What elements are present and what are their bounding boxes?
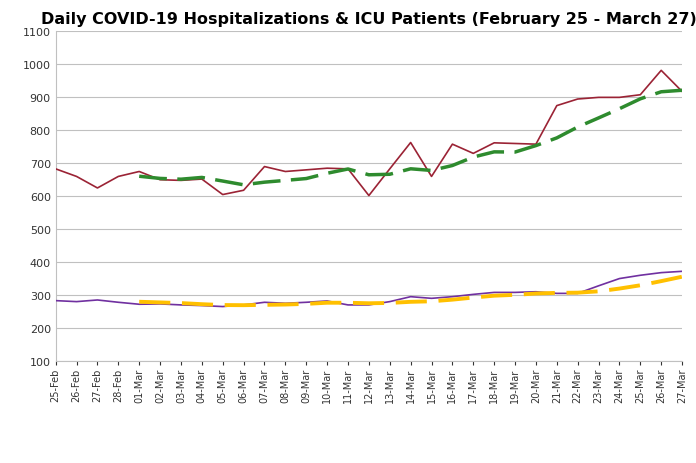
Title: Daily COVID-19 Hospitalizations & ICU Patients (February 25 - March 27): Daily COVID-19 Hospitalizations & ICU Pa… bbox=[41, 12, 696, 27]
